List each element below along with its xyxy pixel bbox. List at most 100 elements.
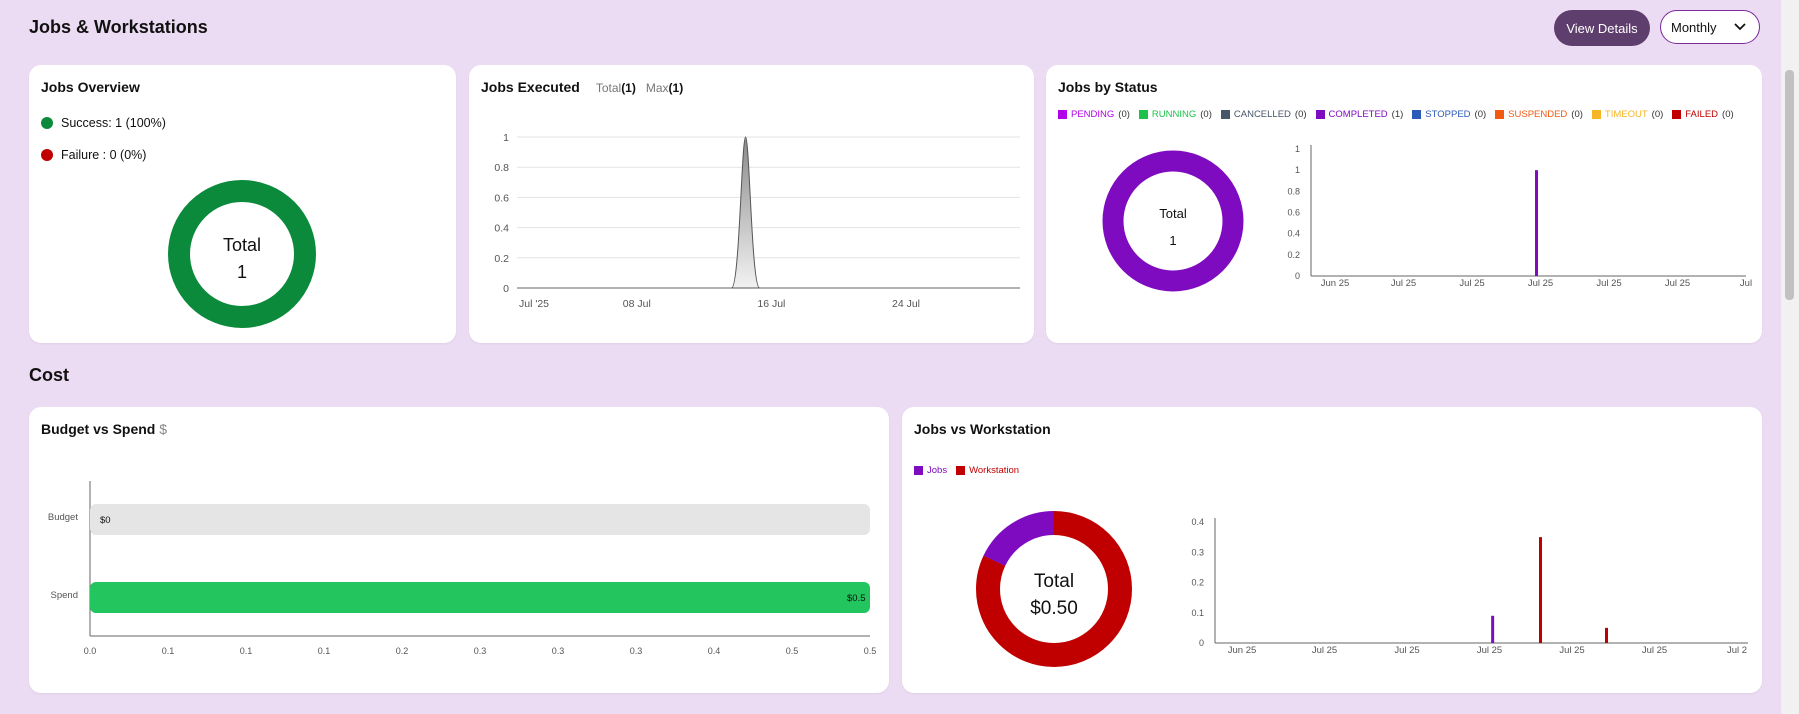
- status-legend-count: (0): [1200, 109, 1212, 120]
- y-tick-label: 0.4: [1287, 229, 1300, 239]
- category-label: Budget: [48, 512, 78, 523]
- period-select[interactable]: Monthly: [1660, 10, 1760, 44]
- y-tick-label: 0.3: [1191, 547, 1204, 557]
- x-tick-label: Jul 25: [1394, 645, 1419, 656]
- status-legend-swatch: [1315, 110, 1325, 119]
- status-legend-item[interactable]: PENDING (0): [1058, 109, 1130, 120]
- jobs-vs-workstation-card: Jobs vs Workstation Jobs Workstation Tota…: [902, 407, 1762, 693]
- jobs-bar: [1491, 615, 1495, 643]
- x-tick-label: 0.5: [864, 646, 877, 656]
- page-title: Jobs & Workstations: [29, 17, 208, 37]
- status-legend-swatch: [1672, 110, 1682, 119]
- status-legend-count: (0): [1722, 109, 1734, 120]
- jobs-executed-area: [731, 136, 761, 289]
- y-tick-label: 0: [1199, 638, 1204, 648]
- x-tick-label: 0.1: [240, 646, 253, 656]
- status-legend-item[interactable]: FAILED (0): [1672, 109, 1734, 120]
- success-dot: [41, 117, 53, 129]
- donut-total-label: Total: [223, 235, 261, 255]
- donut-completed-ring[interactable]: [1102, 150, 1244, 292]
- currency-symbol: $: [159, 421, 168, 437]
- status-legend-item[interactable]: RUNNING (0): [1138, 109, 1212, 120]
- status-legend-count: (0): [1474, 109, 1487, 120]
- period-select-value: Monthly: [1671, 19, 1717, 35]
- completed-bar: [1535, 170, 1539, 276]
- spend-bar: [90, 582, 870, 613]
- x-tick-label: Jun 25: [1321, 278, 1350, 289]
- page-scrollbar-thumb[interactable]: [1785, 70, 1794, 300]
- cost-section-title: Cost: [29, 365, 69, 385]
- status-legend-item[interactable]: COMPLETED (1): [1315, 109, 1403, 120]
- y-tick-label: 0.2: [1191, 578, 1204, 588]
- status-legend-label: COMPLETED: [1328, 109, 1388, 120]
- y-tick-label: 1: [503, 132, 509, 144]
- bar-value-label: $0.5: [847, 593, 866, 604]
- status-legend-count: (0): [1294, 109, 1307, 120]
- donut-total-value: 1: [237, 262, 247, 282]
- jobs-executed-title: Jobs Executed: [481, 79, 580, 95]
- donut-segment-workstation[interactable]: [976, 511, 1132, 667]
- x-tick-label: 0.3: [474, 646, 487, 656]
- x-tick-label: 0.3: [552, 646, 565, 656]
- y-tick-label: 0.8: [1287, 186, 1300, 196]
- failure-dot: [41, 149, 53, 161]
- x-tick-label: 16 Jul: [757, 298, 785, 310]
- x-tick-label: Jul 25: [1642, 645, 1667, 656]
- y-tick-label: 0: [503, 283, 509, 295]
- x-tick-label: 24 Jul: [892, 298, 920, 310]
- status-legend-label: TIMEOUT: [1604, 109, 1648, 120]
- jvw-legend-item[interactable]: Jobs: [914, 465, 947, 476]
- budget-bar: [90, 504, 870, 535]
- status-legend-label: PENDING: [1071, 109, 1115, 120]
- x-tick-label: Jul 25: [1528, 278, 1553, 289]
- x-tick-label: Jul: [1740, 278, 1752, 289]
- x-tick-label: Jul 25: [1391, 278, 1416, 289]
- status-legend-item[interactable]: SUSPENDED (0): [1495, 109, 1583, 120]
- bar-value-label: $0: [100, 515, 111, 526]
- x-tick-label: Jul 25: [1312, 645, 1337, 656]
- x-tick-label: Jun 25: [1228, 645, 1257, 656]
- x-tick-label: 0.4: [708, 646, 721, 656]
- jvw-legend-label: Workstation: [969, 465, 1020, 476]
- y-tick-label: 0.6: [1287, 208, 1300, 218]
- status-legend-swatch: [1495, 110, 1505, 119]
- x-tick-label: Jul 25: [1477, 645, 1502, 656]
- jvw-legend-item[interactable]: Workstation: [956, 465, 1019, 476]
- status-legend-swatch: [1058, 110, 1067, 119]
- status-legend-label: RUNNING: [1151, 109, 1197, 120]
- chevron-down-icon: [1733, 19, 1747, 36]
- workstation-bar: [1605, 627, 1608, 643]
- jvw-total-value: $0.50: [1030, 598, 1078, 619]
- status-total-value: 1: [1169, 233, 1176, 248]
- x-tick-label: 0.2: [396, 646, 409, 656]
- y-tick-label: 0.8: [494, 162, 509, 174]
- x-tick-label: Jul 25: [1459, 278, 1484, 289]
- donut-success-ring[interactable]: [168, 180, 316, 328]
- y-tick-label: 0.4: [1191, 517, 1204, 527]
- status-legend: PENDING (0) RUNNING (0) CANCELLED (0) COMPLETE…: [1058, 109, 1734, 120]
- status-legend-item[interactable]: TIMEOUT (0): [1591, 109, 1663, 120]
- status-legend-swatch: [1220, 110, 1230, 119]
- jvw-legend-swatch: [914, 466, 923, 475]
- status-legend-label: SUSPENDED: [1508, 109, 1568, 120]
- x-tick-label: 0.5: [786, 646, 799, 656]
- x-tick-label: 0.0: [84, 646, 97, 656]
- jobs-executed-chart: 0 0.2 0.4 0.6 0.8 1 Jul '25 08 Jul 16 Jul 24 Jul: [494, 132, 1020, 310]
- status-legend-item[interactable]: STOPPED (0): [1412, 109, 1486, 120]
- jobs-executed-card: Jobs Executed Total(1) Max(1) 0 0.2 0.4 0.6…: [469, 65, 1034, 343]
- y-tick-label: 0.2: [1287, 250, 1300, 260]
- y-tick-label: 0.1: [1191, 608, 1204, 618]
- status-legend-item[interactable]: CANCELLED (0): [1220, 109, 1307, 120]
- jobs-by-status-card: Jobs by Status PENDING (0) RUNNING (0) CANCE…: [1046, 65, 1762, 343]
- jobs-vs-workstation-donut: Total $0.50: [976, 511, 1132, 667]
- y-tick-label: 0.4: [494, 223, 509, 235]
- x-tick-label: 0.3: [630, 646, 643, 656]
- x-tick-label: Jul 25: [1596, 278, 1621, 289]
- jobs-vs-workstation-bar-chart: 0 0.1 0.2 0.3 0.4 Jun 25 Jul 25 Jul 25 Jul 25 Jul…: [1191, 517, 1748, 656]
- budget-vs-spend-chart: Budget $0 Spend $0.5 0.0 0.1 0.1 0.1 0.2 0.3 0.3 0.…: [48, 481, 877, 656]
- view-details-button[interactable]: View Details: [1554, 10, 1650, 46]
- total-label: Total: [595, 81, 622, 95]
- budget-vs-spend-header: Budget vs Spend $: [41, 421, 167, 437]
- jvw-legend-label: Jobs: [927, 465, 948, 476]
- status-legend-count: (0): [1118, 109, 1130, 120]
